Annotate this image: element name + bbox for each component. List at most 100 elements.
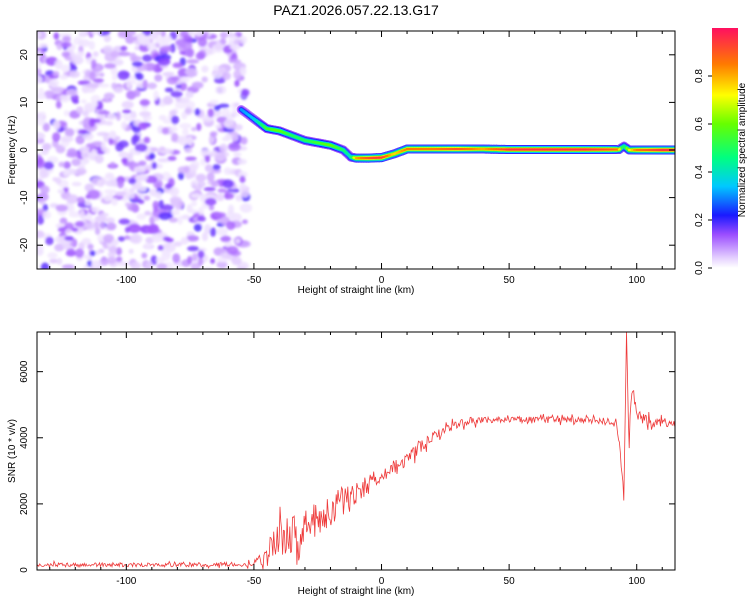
- spectrogram-noise-blob: [91, 118, 102, 123]
- spectrogram-noise-blob: [120, 45, 128, 51]
- spectrogram-noise-blob: [62, 35, 72, 42]
- colorbar-tick-label: 0.8: [694, 69, 705, 83]
- spectrogram-noise-blob: [217, 103, 230, 109]
- spectrogram-noise-blob: [175, 83, 182, 89]
- spectrogram-noise-blob: [237, 158, 247, 165]
- spectrogram-noise-blob: [53, 32, 60, 40]
- spectrogram-noise-blob: [118, 151, 129, 158]
- spectrogram-noise-blob: [37, 75, 43, 85]
- spectrogram-noise-blob: [89, 250, 96, 257]
- spectrogram-noise-blob: [204, 154, 211, 163]
- spectrogram-noise-blob: [104, 189, 117, 195]
- spectrogram-noise-blob: [151, 32, 159, 39]
- spectrogram-noise-blob: [141, 252, 148, 259]
- spectrogram-noise-blob: [192, 252, 198, 262]
- spectrogram-noise-blob: [42, 210, 52, 220]
- spectrogram-noise-blob: [216, 261, 228, 269]
- spectrogram-noise-blob: [126, 79, 132, 89]
- spectrogram-xtick-label: -50: [247, 275, 262, 286]
- spectrogram-noise-blob: [109, 130, 117, 139]
- spectrogram-noise-blob: [43, 90, 55, 99]
- snr-xtick-label: 50: [504, 576, 516, 587]
- spectrogram-noise-blob: [65, 250, 77, 257]
- spectrogram-noise-blob: [215, 248, 227, 254]
- spectrogram-noise-blob: [170, 76, 180, 81]
- spectrogram-noise-blob: [84, 183, 95, 192]
- spectrogram-noise-blob: [154, 74, 163, 82]
- spectrogram-noise-blob: [161, 204, 174, 211]
- spectrogram-noise-blob: [173, 241, 183, 247]
- spectrogram-noise-blob: [236, 265, 247, 269]
- spectrogram-noise-blob: [200, 157, 206, 166]
- spectrogram-noise-blob: [55, 204, 68, 212]
- spectrogram-noise-blob: [124, 202, 131, 207]
- spectrogram-noise-blob: [227, 188, 240, 194]
- snr-xlabel: Height of straight line (km): [298, 586, 415, 597]
- spectrogram-noise-blob: [224, 240, 233, 248]
- spectrogram-ytick-label: 20: [19, 49, 30, 61]
- spectrogram-noise-blob: [124, 226, 130, 233]
- spectrogram-noise-blob: [207, 108, 215, 118]
- spectrogram-noise-blob: [197, 216, 206, 222]
- spectrogram-noise-blob: [38, 43, 48, 48]
- spectrogram-noise-blob: [127, 152, 134, 159]
- spectrogram-noise-blob: [75, 135, 85, 145]
- spectrogram-noise-blob: [180, 41, 193, 50]
- spectrogram-noise-blob: [51, 86, 65, 94]
- spectrogram-noise-blob: [145, 175, 158, 184]
- spectrogram-noise-blob: [136, 32, 146, 43]
- colorbar-tick-label: 0.2: [694, 213, 705, 227]
- spectrogram-noise-blob: [219, 143, 228, 153]
- spectrogram-noise-blob: [92, 51, 99, 57]
- spectrogram-noise-blob: [210, 258, 216, 264]
- spectrogram-noise-blob: [184, 147, 193, 154]
- spectrogram-ridge: [236, 105, 675, 163]
- spectrogram-noise-blob: [177, 215, 183, 225]
- spectrogram-noise-blob: [182, 128, 189, 136]
- spectrogram-noise-blob: [142, 79, 148, 89]
- spectrogram-noise-blob: [91, 260, 101, 269]
- spectrogram-noise-blob: [150, 255, 158, 266]
- spectrogram-noise-blob: [179, 123, 192, 129]
- spectrogram-noise-blobs: [37, 31, 253, 269]
- spectrogram-noise-blob: [240, 136, 248, 145]
- spectrogram-noise-blob: [76, 106, 84, 115]
- spectrogram-noise-blob: [130, 261, 142, 269]
- spectrogram-noise-blob: [96, 179, 105, 188]
- spectrogram-noise-blob: [231, 256, 242, 266]
- spectrogram-noise-blob: [67, 203, 75, 213]
- spectrogram-noise-blob: [162, 35, 173, 44]
- spectrogram-noise-blob: [87, 83, 99, 88]
- spectrogram-noise-blob: [170, 90, 183, 98]
- spectrogram-noise-blob: [212, 74, 222, 79]
- spectrogram-noise-blob: [47, 252, 58, 259]
- spectrogram-noise-blob: [169, 186, 180, 197]
- colorbar-tick-label: 0.4: [694, 165, 705, 179]
- spectrogram-noise-blob: [136, 73, 144, 81]
- spectrogram-noise-blob: [201, 76, 208, 83]
- spectrogram-noise-blob: [60, 135, 74, 143]
- spectrogram-noise-blob: [111, 197, 118, 206]
- spectrogram-noise-blob: [90, 59, 97, 68]
- colorbar-gradient: [712, 28, 738, 268]
- spectrogram-noise-blob: [103, 147, 110, 155]
- spectrogram-noise-blob: [64, 236, 74, 241]
- spectrogram-noise-blob: [104, 62, 117, 69]
- spectrogram-noise-blob: [147, 225, 160, 235]
- spectrogram-noise-blob: [58, 161, 65, 168]
- spectrogram-noise-blob: [99, 257, 110, 266]
- snr-xtick-label: 0: [379, 576, 385, 587]
- spectrogram-noise-blob: [128, 248, 134, 254]
- spectrogram-xtick-label: 0: [379, 275, 385, 286]
- spectrogram-noise-blob: [121, 100, 134, 109]
- spectrogram-noise-blob: [74, 168, 87, 175]
- spectrogram-noise-blob: [155, 256, 166, 263]
- spectrogram-noise-blob: [132, 126, 141, 133]
- spectrogram-noise-blob: [135, 151, 142, 156]
- spectrogram-noise-blob: [115, 111, 122, 121]
- spectrogram-noise-blob: [239, 203, 253, 213]
- spectrogram-noise-blob: [37, 31, 42, 38]
- spectrogram-noise-blob: [178, 135, 190, 146]
- spectrogram-noise-blob: [40, 262, 50, 269]
- spectrogram-noise-blob: [206, 172, 215, 182]
